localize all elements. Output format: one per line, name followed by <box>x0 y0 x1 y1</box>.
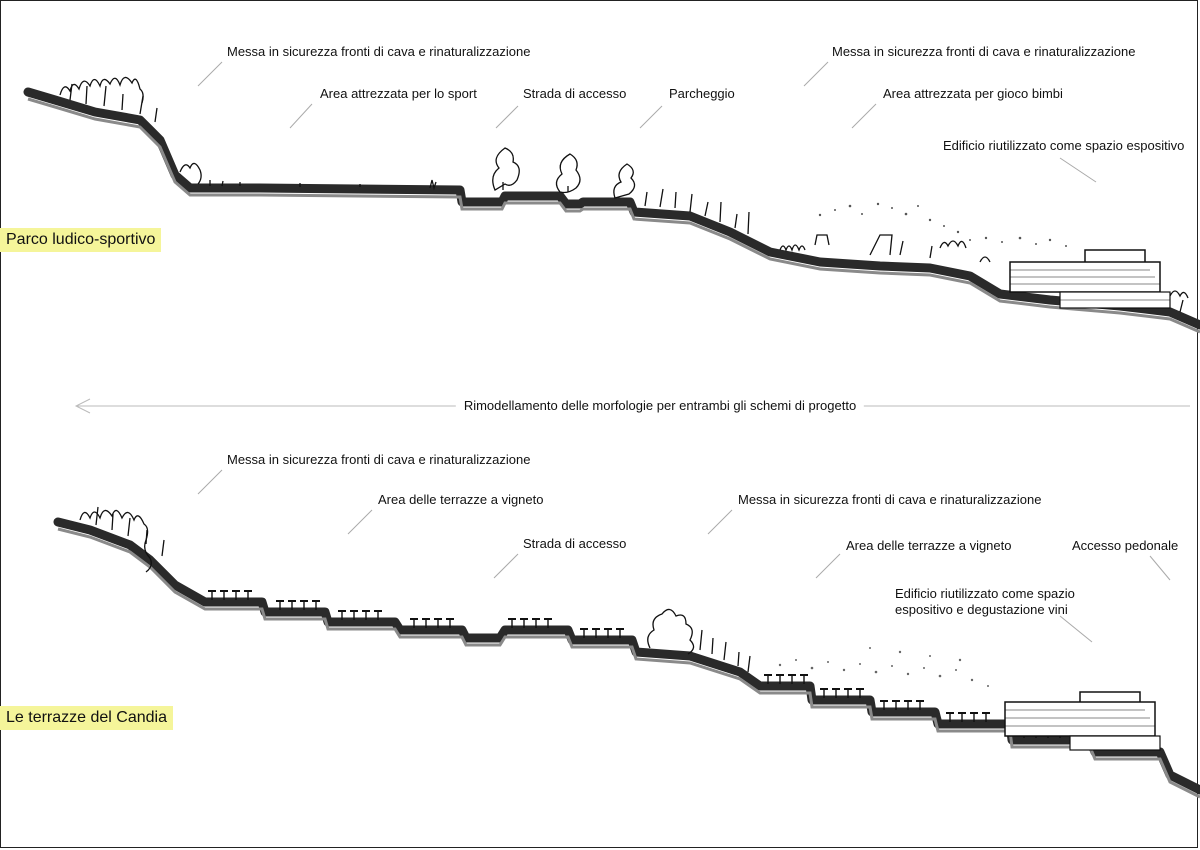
terrain-profile-top <box>23 87 1200 330</box>
building-top <box>1009 249 1171 309</box>
vegetation-dots-bottom <box>778 647 989 687</box>
section-title-terrazze: Le terrazze del Candia <box>0 706 173 730</box>
label-terrazze-right: Area delle terrazze a vigneto <box>846 538 1012 553</box>
label-edificio-bottom-2: espositivo e degustazione vini <box>895 602 1068 617</box>
leader-lines-top <box>197 61 1097 183</box>
terrain-profile-bottom <box>53 517 1200 795</box>
building-bottom <box>1004 691 1161 751</box>
label-edificio-top: Edificio riutilizzato come spazio esposi… <box>943 138 1185 153</box>
label-strada-top: Strada di accesso <box>523 86 627 101</box>
middle-note: Rimodellamento delle morfologie per entr… <box>455 398 865 414</box>
label-strada-bottom: Strada di accesso <box>523 536 627 551</box>
label-cava-top-right: Messa in sicurezza fronti di cava e rina… <box>832 44 1136 59</box>
label-cava-bottom-left: Messa in sicurezza fronti di cava e rina… <box>227 452 531 467</box>
label-area-sport: Area attrezzata per lo sport <box>320 86 477 101</box>
label-cava-bottom-right: Messa in sicurezza fronti di cava e rina… <box>738 492 1042 507</box>
label-accesso-pedonale: Accesso pedonale <box>1072 538 1179 553</box>
label-edificio-bottom-1: Edificio riutilizzato come spazio <box>895 586 1075 601</box>
vegetation-top <box>59 76 1189 313</box>
leader-lines-bottom <box>197 469 1171 643</box>
vegetation-bottom <box>79 506 751 673</box>
label-cava-top-left: Messa in sicurezza fronti di cava e rina… <box>227 44 531 59</box>
section-title-parco: Parco ludico-sportivo <box>0 228 162 252</box>
label-terrazze-left: Area delle terrazze a vigneto <box>378 492 544 507</box>
label-gioco-bimbi: Area attrezzata per gioco bimbi <box>883 86 1063 101</box>
vegetation-dots-top <box>818 202 1067 247</box>
label-parcheggio: Parcheggio <box>669 86 735 101</box>
